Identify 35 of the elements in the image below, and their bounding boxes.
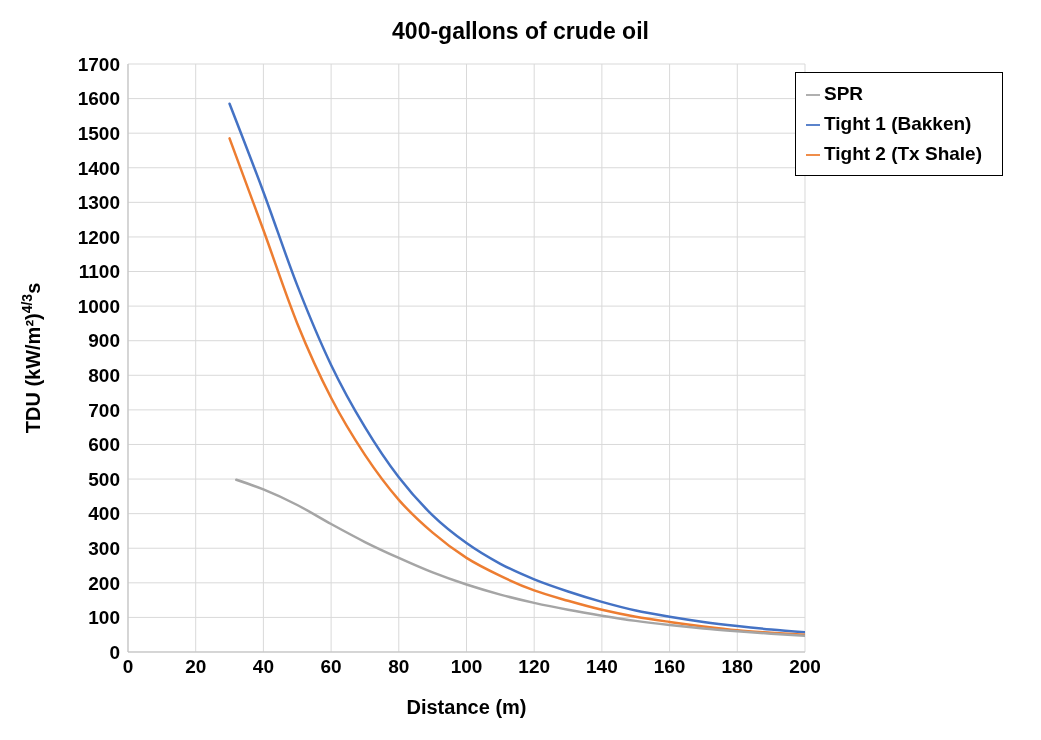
x-axis-title: Distance (m) bbox=[406, 696, 527, 718]
y-tick-label: 900 bbox=[88, 330, 120, 352]
x-tick-label: 140 bbox=[586, 656, 618, 678]
y-tick-label: 1400 bbox=[77, 157, 120, 179]
legend-label: Tight 1 (Bakken) bbox=[823, 113, 972, 134]
y-tick-label: 200 bbox=[88, 572, 120, 594]
y-tick-label: 400 bbox=[88, 503, 120, 525]
y-tick-label: 1100 bbox=[78, 261, 120, 283]
y-tick-label: 1000 bbox=[77, 295, 120, 317]
x-tick-label: 60 bbox=[320, 656, 342, 678]
x-tick-label: 0 bbox=[122, 656, 134, 678]
legend-label: Tight 2 (Tx Shale) bbox=[823, 143, 982, 164]
y-tick-label: 800 bbox=[88, 365, 120, 387]
line-series bbox=[235, 478, 805, 637]
y-tick-label: 1500 bbox=[77, 122, 120, 144]
x-tick-label: 180 bbox=[721, 656, 754, 678]
x-tick-label: 200 bbox=[789, 656, 821, 678]
chart-title: 400-gallons of crude oil bbox=[391, 17, 650, 46]
y-tick-label: 1700 bbox=[77, 53, 120, 75]
legend-label: SPR bbox=[823, 83, 864, 104]
y-tick-label: 300 bbox=[88, 537, 120, 559]
y-tick-label: 100 bbox=[88, 607, 120, 629]
x-tick-label: 20 bbox=[185, 656, 207, 678]
x-tick-label: 40 bbox=[252, 656, 274, 678]
y-tick-label: 1600 bbox=[77, 88, 120, 110]
x-tick-label: 100 bbox=[450, 656, 483, 678]
y-tick-label: 1300 bbox=[77, 192, 120, 214]
y-tick-label: 700 bbox=[88, 399, 120, 421]
y-tick-label: 500 bbox=[88, 468, 120, 490]
x-tick-label: 160 bbox=[653, 656, 686, 678]
y-tick-label: 600 bbox=[88, 434, 120, 456]
x-tick-label: 80 bbox=[388, 656, 410, 678]
y-tick-label: 1200 bbox=[77, 226, 120, 248]
x-tick-label: 120 bbox=[518, 656, 551, 678]
y-tick-label: 0 bbox=[109, 641, 120, 663]
